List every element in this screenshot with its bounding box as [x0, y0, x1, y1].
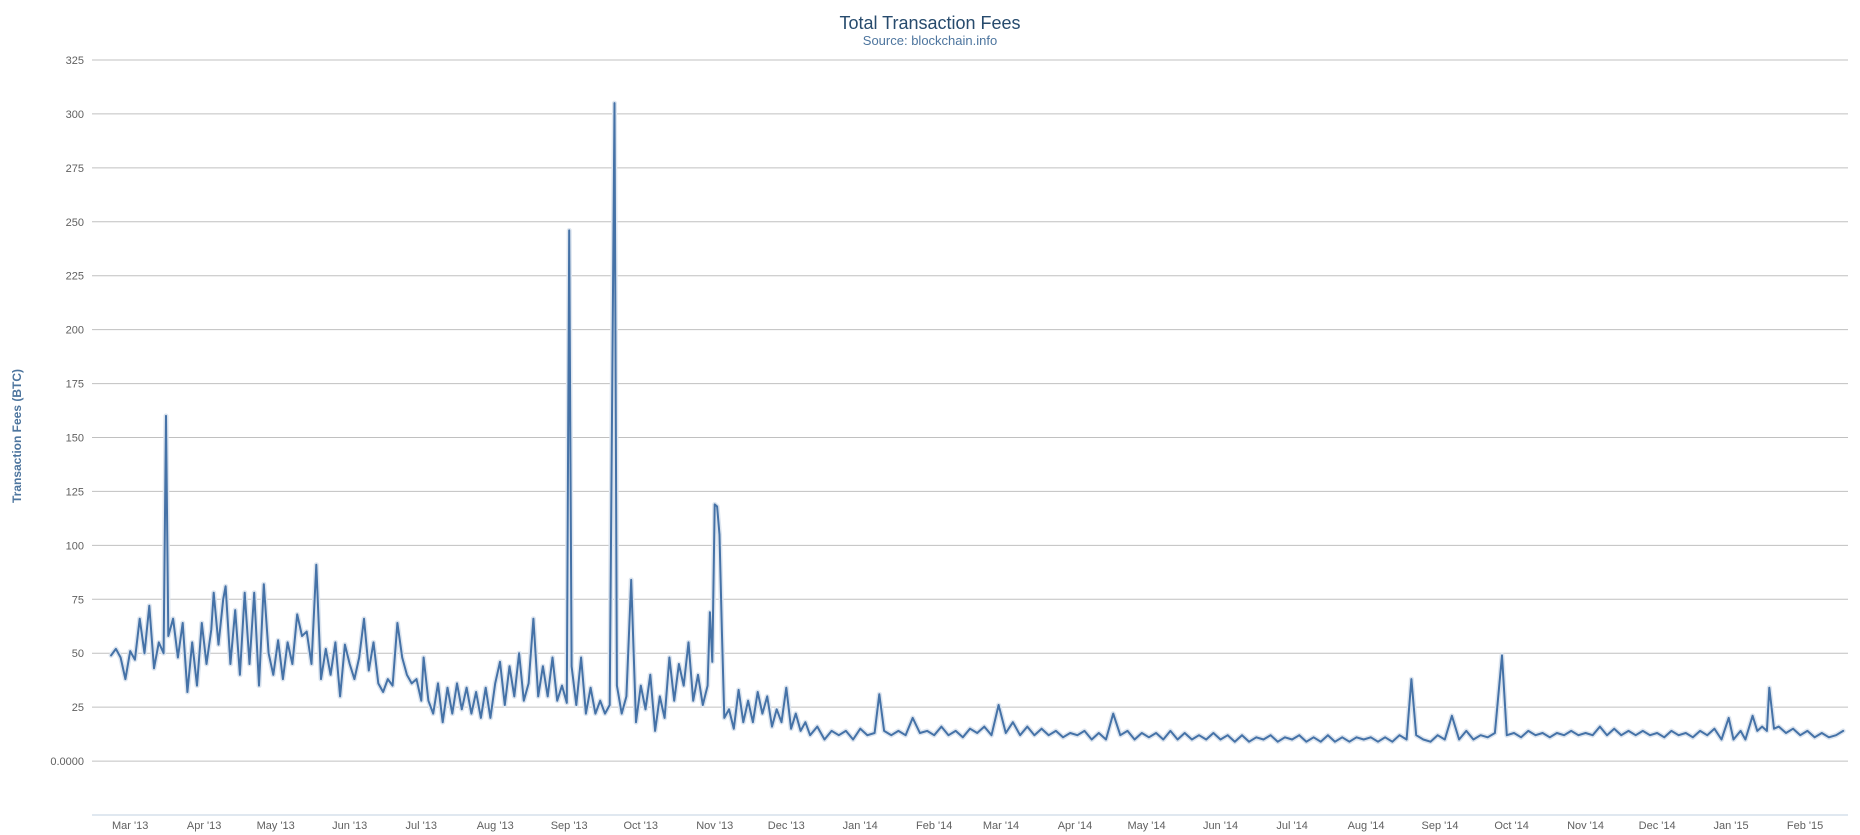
y-tick-label: 0.0000: [50, 756, 84, 768]
x-tick-label: Jun '14: [1203, 820, 1238, 832]
x-tick-label: Aug '13: [477, 820, 514, 832]
y-tick-label: 50: [72, 648, 84, 660]
y-tick-label: 75: [72, 594, 84, 606]
y-tick-label: 25: [72, 702, 84, 714]
y-tick-label: 275: [66, 163, 84, 175]
y-tick-label: 300: [66, 109, 84, 121]
x-tick-label: Jul '14: [1276, 820, 1307, 832]
x-tick-label: Apr '13: [187, 820, 222, 832]
x-tick-label: Sep '13: [551, 820, 588, 832]
x-tick-label: Nov '13: [696, 820, 733, 832]
x-tick-label: Sep '14: [1422, 820, 1459, 832]
x-tick-label: Oct '13: [623, 820, 658, 832]
x-tick-label: Dec '13: [768, 820, 805, 832]
x-tick-label: Jul '13: [406, 820, 437, 832]
x-tick-label: Mar '13: [112, 820, 148, 832]
x-tick-label: Aug '14: [1348, 820, 1385, 832]
chart-title: Total Transaction Fees: [839, 13, 1021, 33]
x-tick-label: Dec '14: [1639, 820, 1676, 832]
x-tick-label: Mar '14: [983, 820, 1019, 832]
grid-lines: [92, 59, 1848, 762]
y-tick-label: 200: [66, 325, 84, 337]
x-tick-label: May '13: [257, 820, 295, 832]
x-tick-label: Feb '14: [916, 820, 952, 832]
series-line-halo: [108, 100, 1846, 745]
y-tick-label: 100: [66, 540, 84, 552]
x-tick-label: Oct '14: [1494, 820, 1529, 832]
y-tick-label: 325: [66, 55, 84, 67]
y-tick-label: 250: [66, 217, 84, 229]
x-tick-label: Jan '14: [843, 820, 878, 832]
x-tick-label: Jun '13: [332, 820, 367, 832]
y-tick-label: 175: [66, 379, 84, 391]
y-tick-label: 150: [66, 433, 84, 445]
x-tick-label: Feb '15: [1787, 820, 1823, 832]
y-axis-ticks: 0.0000 25 50 75 100 125 150 175 200 225 250 275 300 3…: [50, 55, 84, 768]
chart-subtitle: Source: blockchain.info: [862, 33, 998, 48]
x-tick-label: May '14: [1127, 820, 1165, 832]
series-group: [108, 100, 1846, 745]
x-axis: Mar '13 Apr '13 May '13 Jun '13 Jul '13 Aug '…: [92, 814, 1848, 832]
series-line: [110, 102, 1845, 743]
x-tick-label: Apr '14: [1058, 820, 1093, 832]
y-tick-label: 125: [66, 486, 84, 498]
x-tick-label: Nov '14: [1567, 820, 1604, 832]
y-tick-label: 225: [66, 271, 84, 283]
x-tick-label: Jan '15: [1714, 820, 1749, 832]
